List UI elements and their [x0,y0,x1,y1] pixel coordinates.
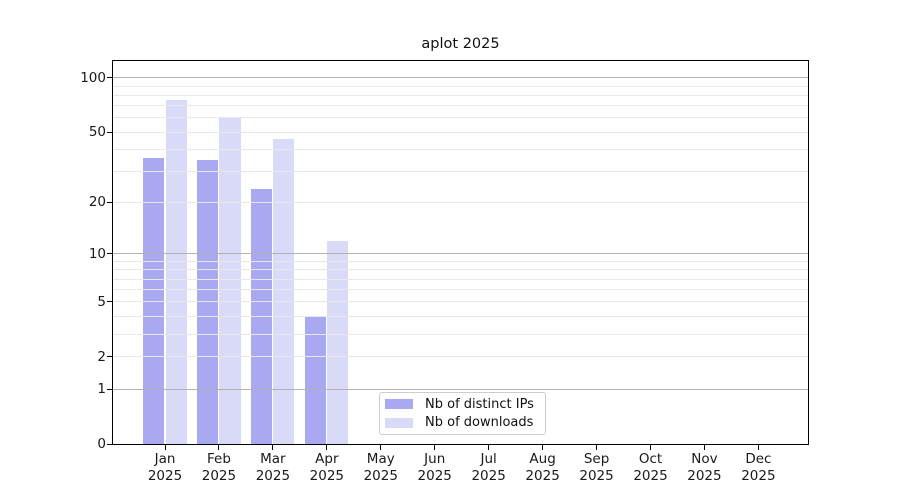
x-tick-month: Nov [691,451,718,467]
x-tick-month: Jun [424,451,446,467]
x-tick-label-feb: Feb 2025 [191,451,247,484]
x-tick-mark [542,445,544,450]
x-tick-month: Mar [260,451,286,467]
x-tick-year: 2025 [309,467,344,484]
x-tick-year: 2025 [255,467,291,484]
bar-nb-of-distinct-ips-jan [143,157,165,444]
x-tick-label-oct: Oct 2025 [623,451,679,484]
x-tick-month: Sep [583,451,610,467]
y-tick-label: 5 [97,293,106,310]
x-tick-month: Dec [745,451,772,467]
x-tick-month: Apr [315,451,339,467]
minor-gridline [113,201,808,203]
y-tick-label: 20 [88,194,106,211]
minor-gridline [113,94,808,96]
y-tick-mark [107,301,113,303]
minor-gridline [113,260,808,262]
x-tick-year: 2025 [147,467,183,484]
x-tick-mark [703,445,705,450]
x-tick-mark [272,445,274,450]
x-tick-mark [380,445,382,450]
y-tick-mark [107,77,113,79]
major-gridline [113,388,808,390]
bar-nb-of-downloads-mar [273,138,295,444]
x-tick-mark [596,445,598,450]
minor-gridline [113,171,808,173]
bar-nb-of-downloads-jan [165,100,187,444]
x-tick-year: 2025 [417,467,452,484]
minor-gridline [113,356,808,358]
x-tick-mark [164,445,166,450]
bar-nb-of-distinct-ips-apr [305,316,327,444]
legend-item-downloads: Nb of downloads [385,414,540,432]
x-tick-label-nov: Nov 2025 [676,451,732,484]
minor-gridline [113,85,808,87]
x-tick-year: 2025 [687,467,722,484]
x-tick-year: 2025 [363,467,398,484]
x-tick-label-dec: Dec 2025 [730,451,786,484]
x-tick-year: 2025 [633,467,668,484]
x-tick-label-sep: Sep 2025 [569,451,625,484]
minor-gridline [113,131,808,133]
x-tick-label-may: May 2025 [353,451,409,484]
bar-nb-of-downloads-feb [219,116,241,444]
x-tick-mark [650,445,651,450]
x-tick-mark [488,445,490,450]
x-tick-mark [326,445,328,450]
minor-gridline [113,301,808,303]
x-tick-year: 2025 [471,467,506,484]
x-tick-year: 2025 [741,467,776,484]
y-tick-label: 50 [88,124,106,141]
y-tick-mark [107,131,113,133]
major-gridline [113,77,808,79]
x-tick-month: May [366,451,395,467]
x-tick-label-jul: Jul 2025 [461,451,517,484]
legend-item-distinct-ips: Nb of distinct IPs [385,395,540,413]
y-tick-mark [107,388,113,390]
x-tick-label-aug: Aug 2025 [515,451,571,484]
x-tick-month: Aug [529,451,556,467]
y-tick-label: 2 [97,348,106,365]
x-tick-label-mar: Mar 2025 [245,451,301,484]
y-tick-mark [107,356,113,358]
x-tick-month: Feb [206,451,231,467]
x-tick-month: Oct [638,451,663,467]
y-tick-label: 100 [80,69,106,86]
y-tick-mark [107,201,113,203]
bar-nb-of-downloads-apr [327,240,349,444]
minor-gridline [113,148,808,150]
y-tick-label: 0 [97,436,106,452]
x-tick-month: Jul [480,451,497,467]
y-tick-mark [107,443,113,445]
y-tick-label: 10 [88,245,106,262]
legend-swatch-distinct-ips [385,399,413,410]
minor-gridline [113,289,808,291]
x-tick-year: 2025 [525,467,560,484]
x-tick-label-jan: Jan 2025 [137,451,193,484]
y-tick-mark [107,253,113,255]
legend-swatch-downloads [385,417,413,428]
x-tick-year: 2025 [201,467,237,484]
x-tick-year: 2025 [579,467,614,484]
x-tick-mark [218,445,220,450]
x-tick-label-jun: Jun 2025 [407,451,463,484]
y-tick-label: 1 [97,381,106,398]
minor-gridline [113,117,808,119]
x-tick-month: Jan [154,451,176,467]
plot-area [112,60,809,445]
chart-title: aplot 2025 [421,36,500,52]
legend: Nb of distinct IPs Nb of downloads [379,392,546,435]
minor-gridline [113,278,808,280]
x-tick-mark [757,445,759,450]
x-tick-mark [434,445,436,450]
major-gridline [113,253,808,255]
minor-gridline [113,269,808,271]
legend-label-downloads: Nb of downloads [425,415,534,431]
minor-gridline [113,315,808,317]
legend-label-distinct-ips: Nb of distinct IPs [425,396,534,412]
x-tick-label-apr: Apr 2025 [299,451,355,484]
minor-gridline [113,105,808,107]
minor-gridline [113,333,808,335]
